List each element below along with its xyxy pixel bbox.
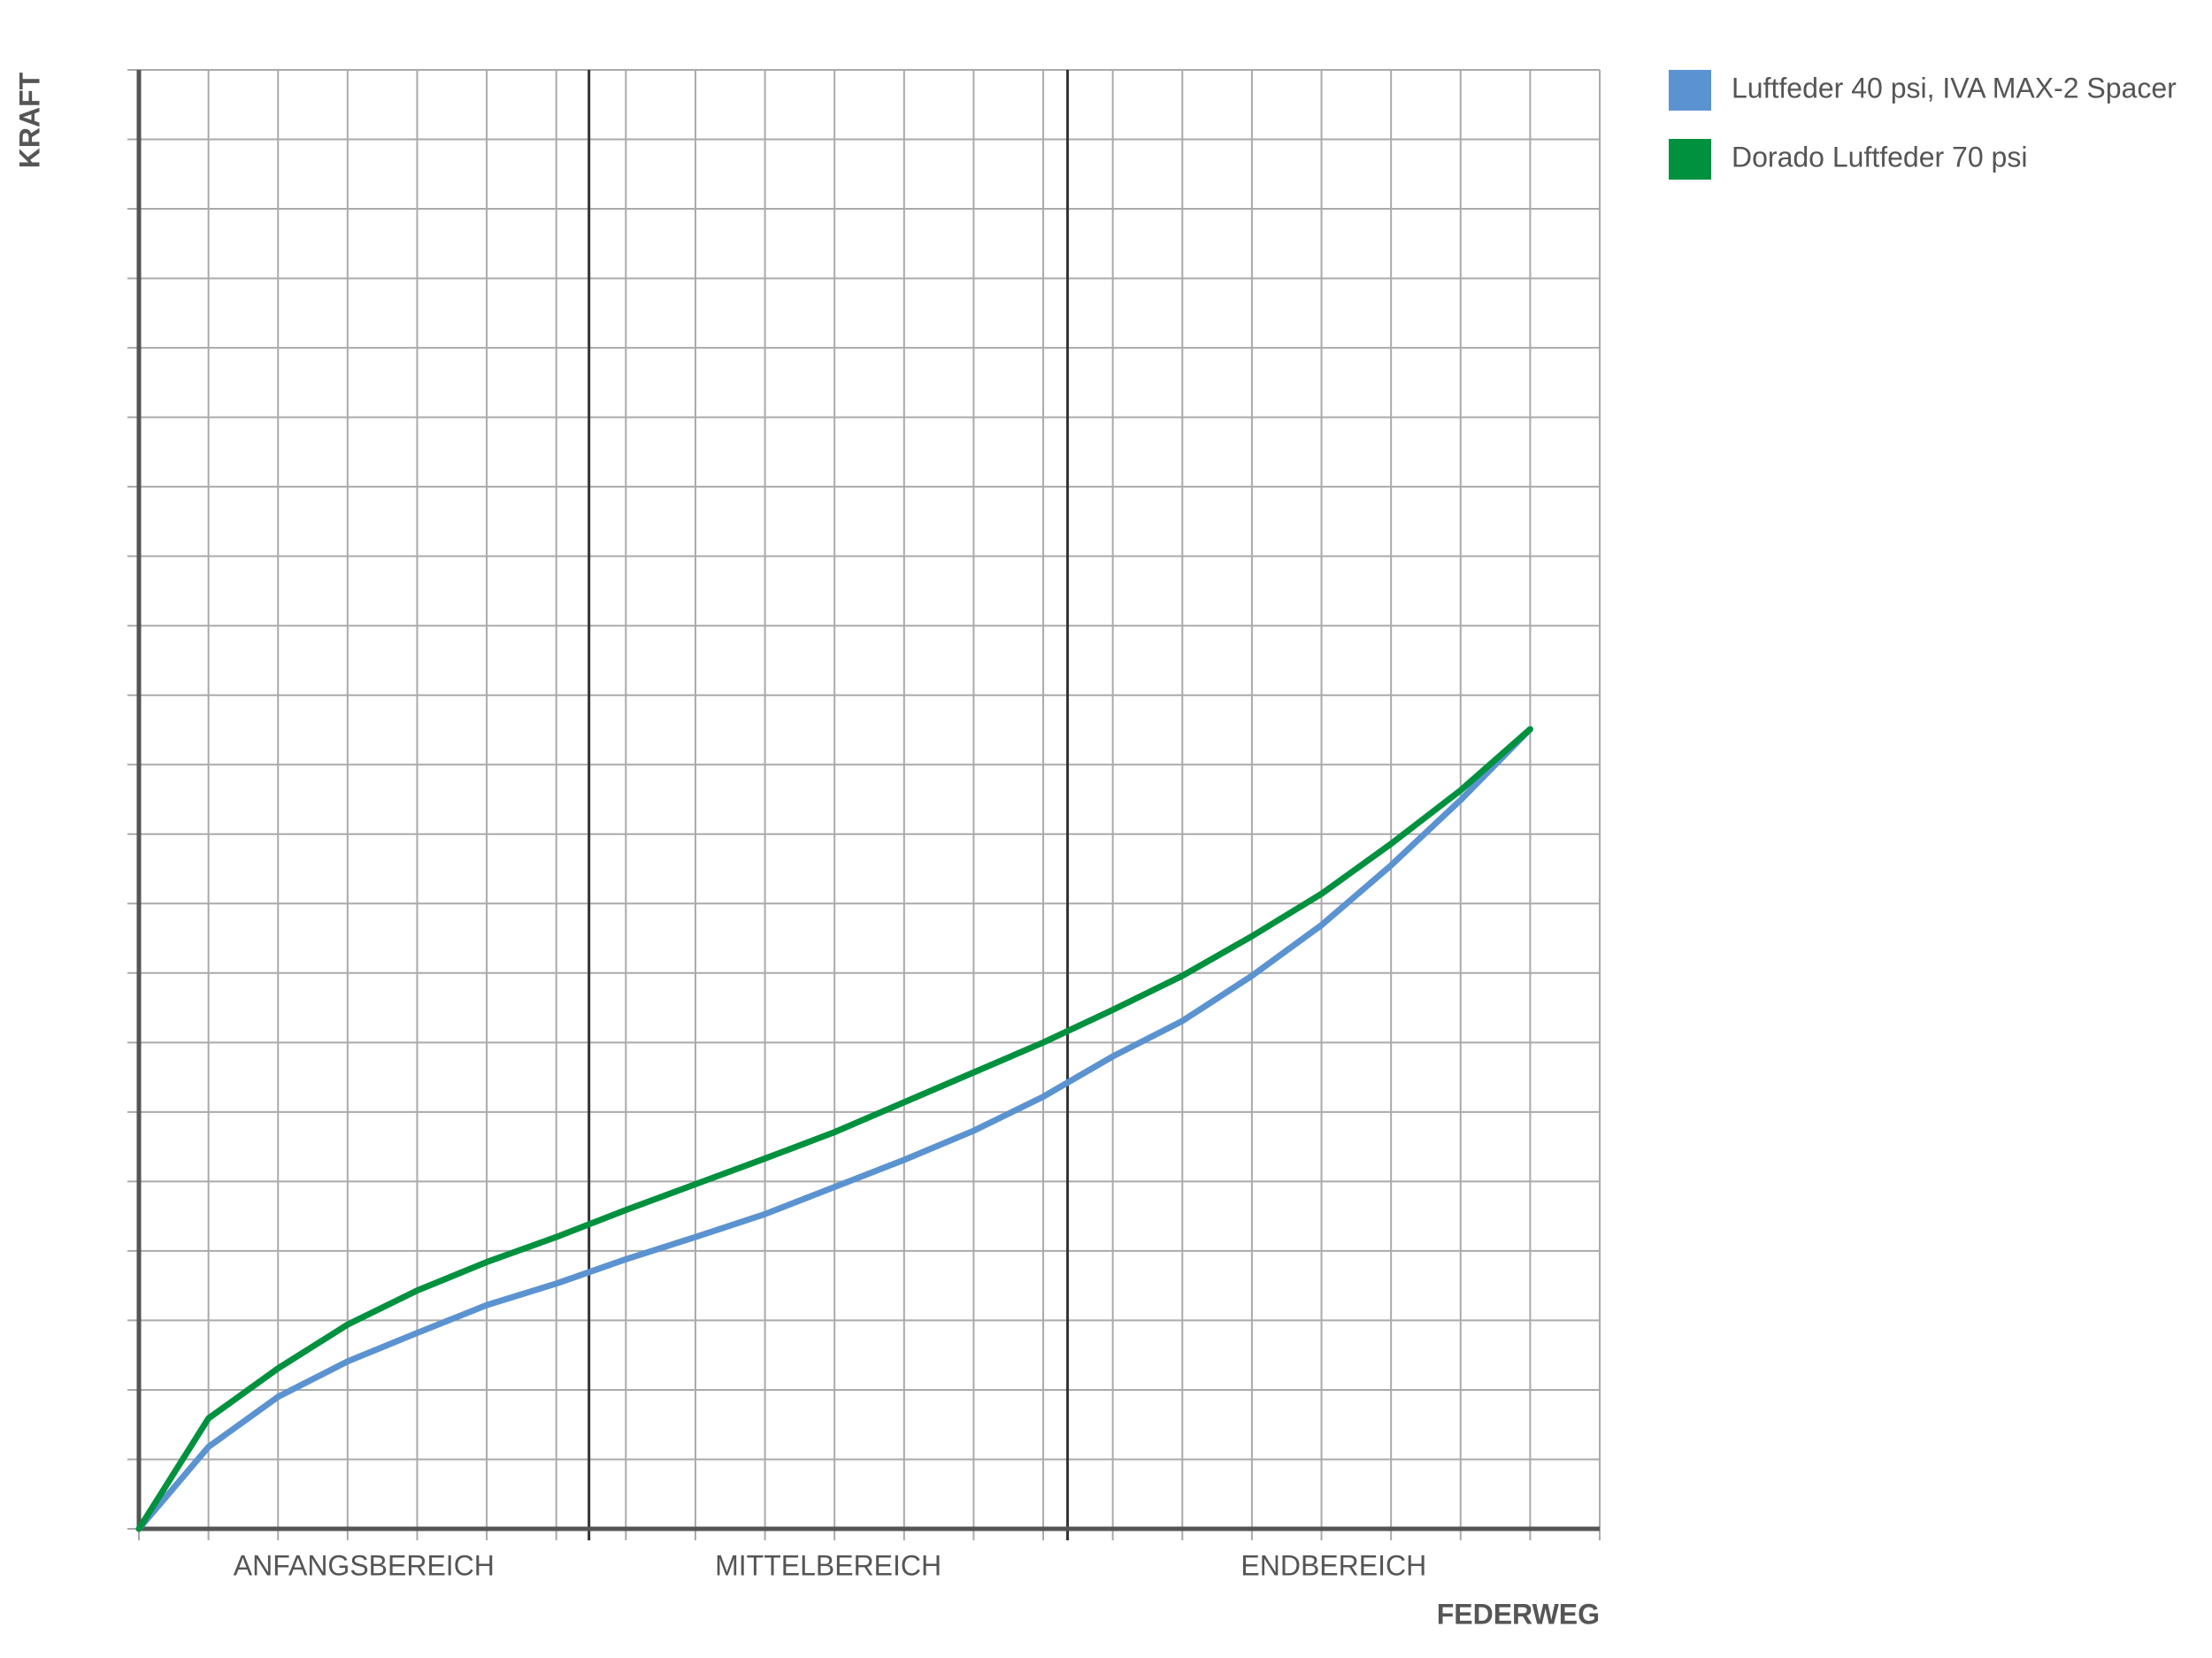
x-axis-title: FEDERWEG (1437, 1598, 1600, 1630)
region-label: MITTELBEREICH (715, 1549, 941, 1581)
y-axis-title: KRAFT (13, 72, 45, 168)
region-label: ENDBEREICH (1240, 1549, 1426, 1581)
region-label: ANFANGSBEREICH (234, 1549, 495, 1581)
legend-swatch (1669, 139, 1711, 180)
series-line (135, 725, 1533, 1532)
legend-label: Luftfeder 40 psi, IVA MAX-2 Spacer (1732, 72, 2177, 104)
legend-label: Dorado Luftfeder 70 psi (1732, 141, 2027, 173)
legend-swatch (1669, 70, 1711, 111)
series-line (135, 725, 1533, 1532)
